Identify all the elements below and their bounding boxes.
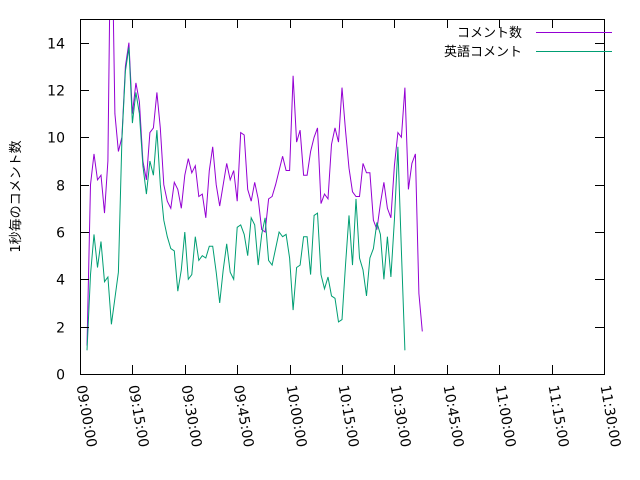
y-tick-label: 8 — [56, 179, 65, 195]
y-axis: 0 2 4 6 8 10 12 14 — [47, 37, 604, 384]
y-tick-label: 6 — [56, 226, 65, 242]
x-tick-label: 11:00:00 — [492, 384, 519, 449]
y-tick-label: 2 — [56, 321, 65, 337]
plot-lines — [86, 19, 423, 351]
y-tick-label: 14 — [47, 37, 65, 53]
x-tick-label: 10:45:00 — [440, 384, 467, 449]
x-tick-label: 09:00:00 — [73, 384, 100, 449]
y-tick-label: 10 — [47, 131, 65, 147]
x-tick-label: 10:30:00 — [387, 384, 414, 449]
legend: コメント数 英語コメント — [444, 26, 612, 60]
x-tick-label: 09:30:00 — [178, 384, 205, 449]
x-tick-label: 09:45:00 — [230, 384, 257, 449]
y-axis-label: 1秒毎のコメント数 — [8, 140, 24, 252]
x-tick-label: 11:15:00 — [545, 384, 572, 449]
y-tick-label: 4 — [56, 273, 65, 289]
x-tick-label: 10:15:00 — [335, 384, 362, 449]
plot-border — [80, 19, 605, 375]
series-line-english-comments — [86, 47, 406, 351]
legend-label-english-comments: 英語コメント — [444, 44, 522, 60]
series-line-comments — [86, 19, 423, 346]
x-tick-label: 11:30:00 — [597, 384, 624, 449]
legend-label-comments: コメント数 — [457, 26, 522, 41]
x-tick-label: 10:00:00 — [283, 384, 310, 449]
y-tick-label: 0 — [56, 368, 65, 384]
y-tick-label: 12 — [47, 84, 65, 100]
x-tick-label: 09:15:00 — [125, 384, 152, 449]
